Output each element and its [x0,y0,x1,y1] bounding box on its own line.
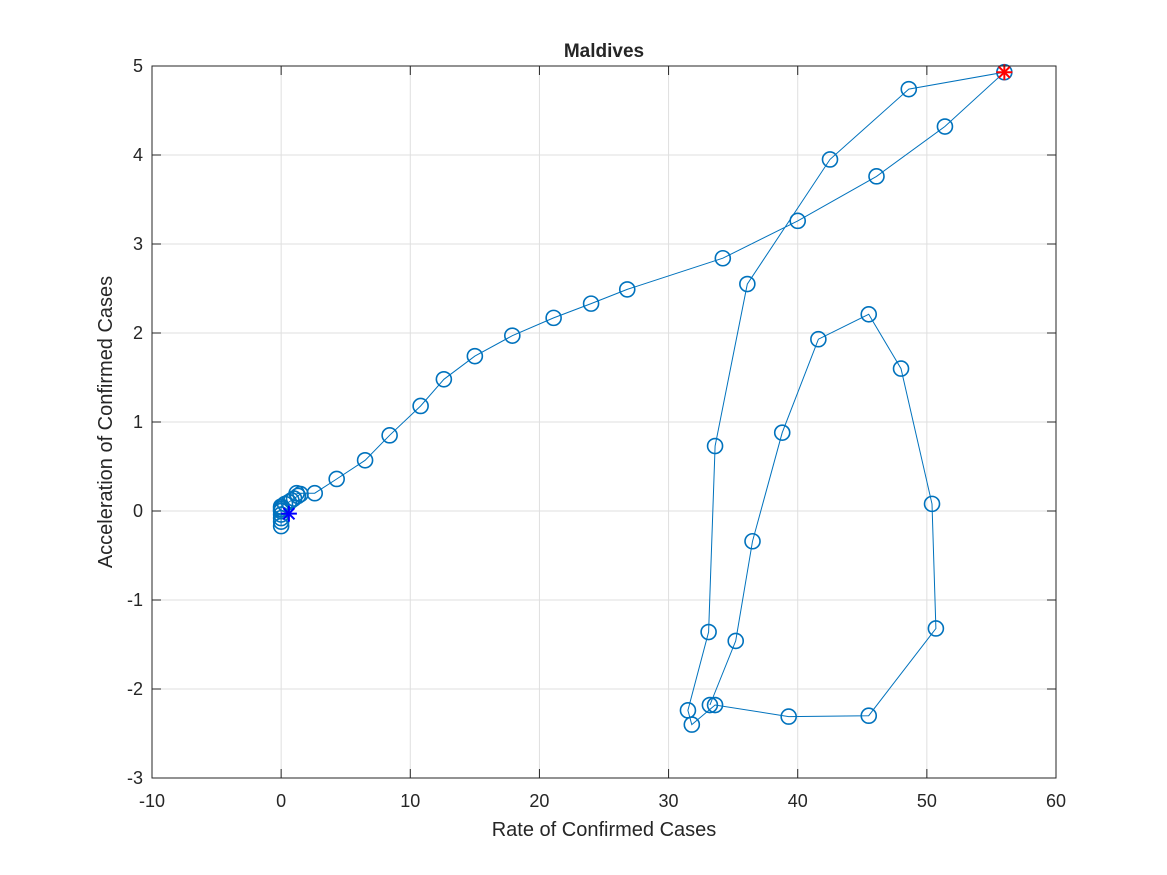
data-point [701,696,719,714]
data-point [618,281,636,298]
x-tick-label: 60 [1046,791,1066,811]
y-tick-label: -2 [127,679,143,699]
data-point [927,620,945,637]
data-point [936,118,954,135]
x-tick-label: 50 [917,791,937,811]
data-point [700,623,717,641]
data-point [900,80,918,98]
data-point [821,151,839,168]
data-point [773,424,791,441]
data-point [504,327,521,344]
data-point [306,484,324,502]
data-point [923,495,941,513]
data-point [545,309,562,327]
data-point [328,470,345,488]
data-point [860,306,878,323]
x-tick-label: -10 [139,791,165,811]
data-point [412,397,429,415]
data-point [860,707,878,725]
y-axis-label: Acceleration of Confirmed Cases [95,276,117,568]
data-point [789,212,807,230]
data-point [810,330,827,348]
data-point [706,437,724,455]
data-point [892,360,910,377]
chart-title: Maldives [564,41,644,62]
data-layer [272,63,1013,733]
x-tick-label: 30 [659,791,679,811]
end-marker [996,64,1013,81]
data-point [683,716,701,733]
start-marker [280,505,297,522]
data-point [739,275,756,293]
y-tick-label: -3 [127,768,143,788]
data-point [714,249,732,267]
data-point [727,632,745,650]
x-tick-label: 20 [529,791,549,811]
y-tick-label: 0 [133,501,143,521]
x-tick-label: 40 [788,791,808,811]
data-point [780,708,797,725]
data-point [435,370,453,388]
data-point [706,696,724,714]
y-tick-label: 2 [133,323,143,343]
x-axis-label: Rate of Confirmed Cases [492,819,717,841]
x-tick-label: 10 [400,791,420,811]
data-point [466,347,484,365]
y-tick-label: 4 [133,145,143,165]
data-point [582,295,600,312]
data-point [744,532,761,550]
y-tick-label: 3 [133,234,143,254]
y-tick-label: -1 [127,590,143,610]
y-tick-label: 1 [133,412,143,432]
x-tick-label: 0 [276,791,286,811]
data-point [288,484,305,502]
y-tick-label: 5 [133,56,143,76]
data-point [356,451,374,469]
start-marker-stroke [282,507,296,520]
data-point [381,427,398,444]
data-point [868,168,885,185]
end-marker-stroke [998,65,1011,79]
